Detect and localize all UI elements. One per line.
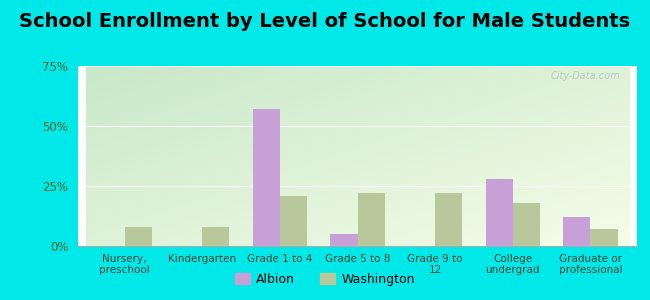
Bar <box>280 196 307 246</box>
Bar <box>486 179 513 246</box>
Bar <box>125 227 151 246</box>
Bar <box>253 109 280 246</box>
Text: School Enrollment by Level of School for Male Students: School Enrollment by Level of School for… <box>20 12 630 31</box>
Bar <box>358 193 385 246</box>
Text: City-Data.com: City-Data.com <box>551 71 620 81</box>
Bar <box>564 217 590 246</box>
Bar <box>590 229 618 246</box>
Legend: Albion, Washington: Albion, Washington <box>230 268 420 291</box>
Bar <box>513 203 540 246</box>
Bar <box>435 193 462 246</box>
Bar <box>330 234 358 246</box>
Bar <box>202 227 229 246</box>
